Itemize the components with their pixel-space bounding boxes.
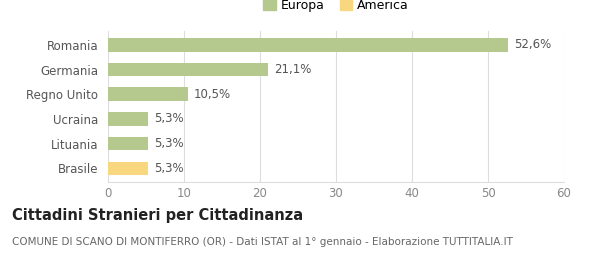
Text: 5,3%: 5,3% bbox=[154, 162, 184, 175]
Text: 21,1%: 21,1% bbox=[274, 63, 312, 76]
Bar bbox=[108, 38, 508, 52]
Text: 10,5%: 10,5% bbox=[194, 88, 231, 101]
Bar bbox=[108, 161, 148, 175]
Text: 5,3%: 5,3% bbox=[154, 137, 184, 150]
Bar bbox=[108, 87, 188, 101]
Text: COMUNE DI SCANO DI MONTIFERRO (OR) - Dati ISTAT al 1° gennaio - Elaborazione TUT: COMUNE DI SCANO DI MONTIFERRO (OR) - Dat… bbox=[12, 237, 513, 246]
Bar bbox=[108, 63, 268, 76]
Bar bbox=[108, 137, 148, 151]
Text: Cittadini Stranieri per Cittadinanza: Cittadini Stranieri per Cittadinanza bbox=[12, 208, 303, 223]
Bar bbox=[108, 112, 148, 126]
Legend: Europa, America: Europa, America bbox=[259, 0, 413, 16]
Text: 5,3%: 5,3% bbox=[154, 113, 184, 126]
Text: 52,6%: 52,6% bbox=[514, 38, 551, 51]
